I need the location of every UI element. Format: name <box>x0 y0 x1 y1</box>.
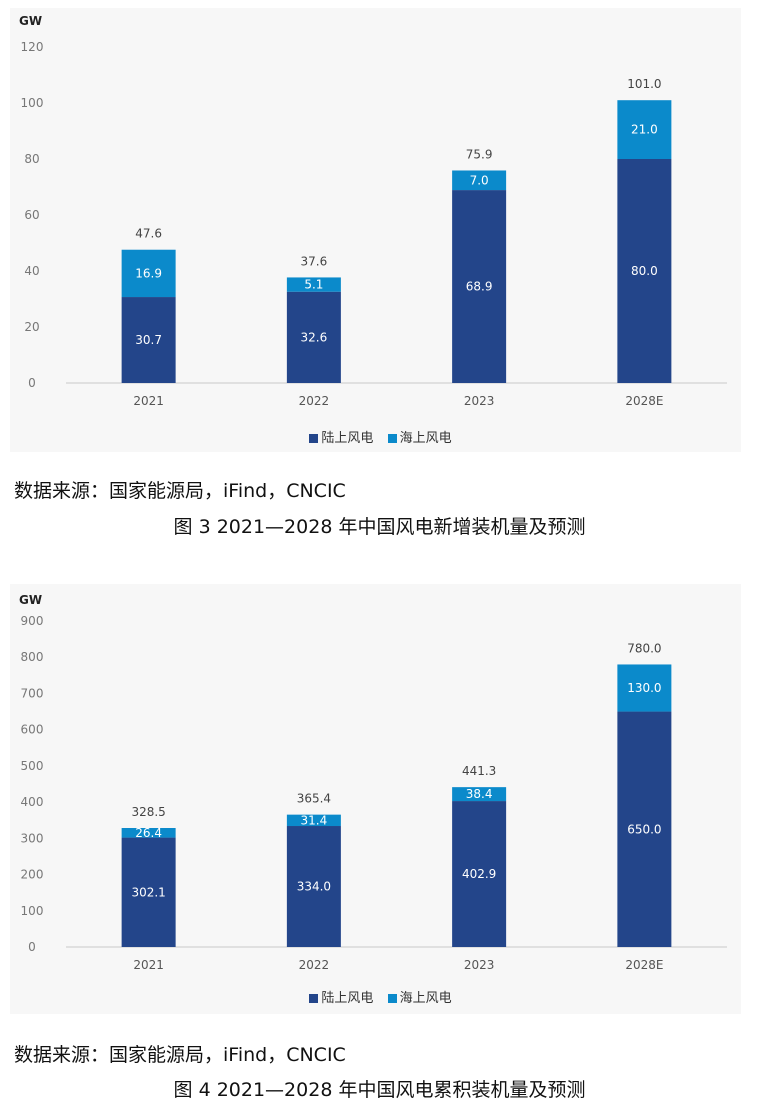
legend: 陆上风电 海上风电 <box>10 427 741 446</box>
chart-panel-new-installed: GW 0 20 40 60 80 100 120 30.7 16.9 47.6 2021 32.6 5.… <box>10 8 741 452</box>
bar-onshore-2028E <box>617 159 672 383</box>
data-label-onshore: 68.9 <box>466 280 493 294</box>
figure-caption: 图 4 2021—2028 年中国风电累积装机量及预测 <box>173 1079 586 1101</box>
data-source-note: 数据来源：国家能源局，iFind，CNCIC <box>14 480 346 502</box>
data-label-onshore: 334.0 <box>297 880 331 894</box>
y-tick-label: 0 <box>28 940 36 954</box>
y-tick-label: 0 <box>28 376 36 390</box>
bar-onshore-2023 <box>452 190 507 383</box>
bar-offshore-2028E <box>617 100 672 159</box>
y-tick-label: 400 <box>21 795 44 809</box>
total-label: 365.4 <box>297 792 331 806</box>
total-label: 328.5 <box>131 805 165 819</box>
legend-label-offshore: 海上风电 <box>399 431 452 446</box>
y-tick-label: 80 <box>24 152 39 166</box>
y-tick-label: 800 <box>21 650 44 664</box>
y-tick-label: 120 <box>21 40 44 54</box>
chart-cumulative-installed: 0 100 200 300 400 500 600 700 800 900 302.1 26.4 328… <box>21 614 727 972</box>
legend-swatch-offshore <box>387 434 397 443</box>
chart-new-installed: 0 20 40 60 80 100 120 30.7 16.9 47.6 2021 32.6 5.1 37… <box>21 40 727 408</box>
x-tick-label: 2022 <box>299 958 330 972</box>
legend-label-offshore: 海上风电 <box>399 991 452 1006</box>
y-tick-label: 60 <box>24 208 39 222</box>
total-label: 37.6 <box>301 254 328 268</box>
bar-offshore-2022 <box>286 277 341 292</box>
figure-caption: 图 3 2021—2028 年中国风电新增装机量及预测 <box>173 516 586 538</box>
bar-onshore-2022 <box>286 291 341 383</box>
data-label-offshore: 16.9 <box>135 266 162 280</box>
y-tick-label: 300 <box>21 831 44 845</box>
data-label-onshore: 402.9 <box>462 867 496 881</box>
legend-swatch-onshore <box>309 994 319 1003</box>
data-source-note: 数据来源：国家能源局，iFind，CNCIC <box>14 1044 346 1066</box>
data-label-offshore: 38.4 <box>466 787 493 801</box>
bar-offshore-2021 <box>121 828 176 838</box>
total-label: 780.0 <box>627 641 661 655</box>
x-tick-label: 2022 <box>299 394 330 408</box>
y-tick-label: 500 <box>21 759 44 773</box>
data-label-offshore: 26.4 <box>135 826 162 840</box>
bar-onshore-2021 <box>121 297 176 383</box>
y-tick-label: 100 <box>21 96 44 110</box>
bar-onshore-2028E <box>617 711 672 947</box>
data-label-offshore: 130.0 <box>627 681 661 695</box>
x-tick-label: 2028E <box>625 958 663 972</box>
bar-onshore-2023 <box>452 801 507 947</box>
legend-swatch-offshore <box>387 994 397 1003</box>
y-unit-label: GW <box>19 14 43 28</box>
legend-label-onshore: 陆上风电 <box>321 991 374 1006</box>
y-tick-label: 200 <box>21 868 44 882</box>
y-tick-label: 40 <box>24 264 39 278</box>
data-label-offshore: 7.0 <box>470 173 489 187</box>
legend-swatch-onshore <box>309 434 319 443</box>
bar-offshore-2021 <box>121 249 176 298</box>
bar-offshore-2022 <box>286 814 341 827</box>
y-unit-label: GW <box>19 593 43 607</box>
data-label-offshore: 31.4 <box>301 813 328 827</box>
x-tick-label: 2023 <box>464 958 495 972</box>
legend-label-onshore: 陆上风电 <box>321 431 374 446</box>
total-label: 47.6 <box>135 227 162 241</box>
data-label-offshore: 5.1 <box>304 278 323 292</box>
data-label-offshore: 21.0 <box>631 123 658 137</box>
y-tick-label: 900 <box>21 614 44 628</box>
bar-onshore-2022 <box>286 826 341 947</box>
bar-onshore-2021 <box>121 837 176 947</box>
total-label: 101.0 <box>627 77 661 91</box>
x-tick-label: 2028E <box>625 394 663 408</box>
total-label: 75.9 <box>466 147 493 161</box>
data-label-onshore: 30.7 <box>135 333 162 347</box>
y-tick-label: 600 <box>21 723 44 737</box>
data-label-onshore: 80.0 <box>631 264 658 278</box>
legend: 陆上风电 海上风电 <box>10 987 741 1006</box>
data-label-onshore: 302.1 <box>131 885 165 899</box>
bar-offshore-2028E <box>617 664 672 712</box>
data-label-onshore: 650.0 <box>627 822 661 836</box>
bar-offshore-2023 <box>452 170 507 191</box>
chart-panel-cumulative-installed: GW 0 100 200 300 400 500 600 700 800 900 302.1 26.4… <box>10 584 741 1014</box>
x-tick-label: 2021 <box>133 958 164 972</box>
y-tick-label: 100 <box>21 904 44 918</box>
data-label-onshore: 32.6 <box>301 330 328 344</box>
y-tick-label: 20 <box>24 320 39 334</box>
x-tick-label: 2021 <box>133 394 164 408</box>
total-label: 441.3 <box>462 764 496 778</box>
bar-offshore-2023 <box>452 787 507 802</box>
y-tick-label: 700 <box>21 686 44 700</box>
x-tick-label: 2023 <box>464 394 495 408</box>
